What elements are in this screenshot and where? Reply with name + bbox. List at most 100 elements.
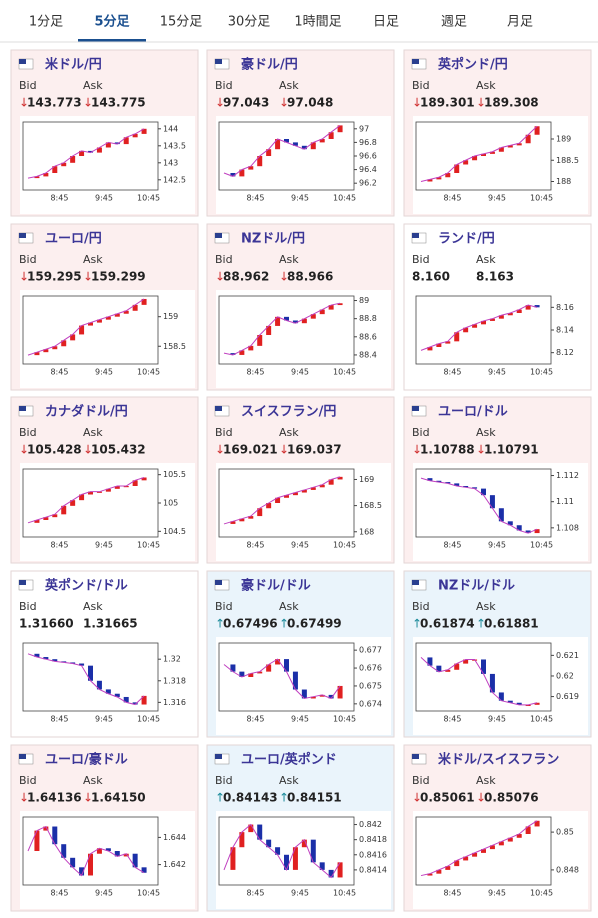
tab[interactable]: 週足 <box>441 15 467 30</box>
candle <box>319 694 325 697</box>
pair-title: 英ポンド/円 <box>437 57 508 73</box>
candle <box>292 492 298 496</box>
candle <box>70 857 76 868</box>
candle <box>328 869 334 878</box>
candle <box>266 503 272 509</box>
rate-card[interactable]: スイスフラン/円 Bid Ask ↓ ↓169.021 169.037 169 168.5 16… <box>206 396 395 564</box>
rate-card[interactable]: NZドル/ドル Bid Ask ↑ ↑0.61874 0.61881 0.621 0.62 0.… <box>403 570 592 738</box>
candle <box>481 659 486 674</box>
rate-card[interactable]: 米ドル/スイスフラン Bid Ask ↓ ↓0.85061 0.85076 0.85 0.84… <box>403 744 592 912</box>
tab[interactable]: 5分足 <box>94 14 130 30</box>
tab[interactable]: 月足 <box>507 15 533 30</box>
rate-card[interactable]: 英ポンド/ドル Bid Ask 1.31660 1.31665 1.32 1.318 1.31… <box>10 570 199 738</box>
candle <box>248 166 254 170</box>
x-tick-label: 9:45 <box>488 889 506 898</box>
y-tick-label: 1.316 <box>163 698 186 707</box>
y-tick-label: 96.4 <box>359 165 377 174</box>
ask-value: 0.85076 <box>484 791 539 805</box>
y-tick-label: 96.8 <box>359 138 377 147</box>
rate-card[interactable]: カナダドル/円 Bid Ask ↓ ↓105.428 105.432 105.5 105 104… <box>10 396 199 564</box>
flag-mark <box>215 233 222 238</box>
chart-frame <box>218 295 355 365</box>
bid-label: Bid <box>19 600 37 613</box>
candle <box>132 133 138 138</box>
rate-card[interactable]: ユーロ/英ポンド Bid Ask ↑ ↑0.84143 0.84151 0.842 0.841… <box>206 744 395 912</box>
candle <box>337 685 343 699</box>
candle <box>516 834 522 838</box>
candle <box>534 820 540 827</box>
candle <box>230 521 236 524</box>
tab[interactable]: 15分足 <box>160 15 203 30</box>
x-tick-label: 8:45 <box>246 889 264 898</box>
y-tick-label: 159 <box>163 312 178 321</box>
candle <box>96 491 102 493</box>
rate-card[interactable]: ランド/円 Bid Ask 8.160 8.163 8.16 8.14 8.12 8:45 9:4… <box>403 223 592 391</box>
rate-card[interactable]: 英ポンド/円 Bid Ask ↓ ↓189.301 189.308 189 188.5 188 8… <box>403 49 592 217</box>
candle <box>319 862 325 870</box>
candle <box>123 696 129 703</box>
candle <box>472 487 478 489</box>
candle <box>427 478 433 481</box>
rate-card[interactable]: 豪ドル/ドル Bid Ask ↑ ↑0.67496 0.67499 0.677 0.676 0.… <box>206 570 395 738</box>
bid-arrow: ↑ <box>215 791 225 805</box>
candle <box>292 671 298 690</box>
candle <box>230 173 236 177</box>
x-tick-label: 9:45 <box>291 194 309 203</box>
tab[interactable]: 日足 <box>373 15 399 30</box>
candle <box>34 830 40 851</box>
rate-card[interactable]: ユーロ/豪ドル Bid Ask ↓ ↓1.64136 1.64150 1.644 1.642 8… <box>10 744 199 912</box>
ask-label: Ask <box>279 426 299 439</box>
flag-mark <box>215 754 222 759</box>
rate-card[interactable]: ユーロ/ドル Bid Ask ↓ ↓1.10788 1.10791 1.112 1.11 1.1… <box>403 396 592 564</box>
x-tick-label: 9:45 <box>488 194 506 203</box>
bid-arrow: ↓ <box>19 791 29 805</box>
y-tick-label: 169 <box>359 475 374 484</box>
candle <box>534 529 540 534</box>
rate-card[interactable]: 米ドル/円 Bid Ask ↓ ↓143.773 143.775 144 143.5 143 14… <box>10 49 199 217</box>
close-line <box>420 304 538 351</box>
pair-title: NZドル/ドル <box>438 579 515 594</box>
candle <box>96 680 102 690</box>
candle <box>52 659 58 662</box>
candle <box>525 134 531 144</box>
ask-arrow: ↓ <box>83 791 93 805</box>
ask-label: Ask <box>476 79 496 92</box>
close-line <box>223 476 341 525</box>
bid-value: 169.021 <box>223 443 278 457</box>
pair-title: ユーロ/円 <box>45 232 102 247</box>
pair-title: ランド/円 <box>438 232 495 247</box>
candle <box>328 305 334 310</box>
x-tick-label: 8:45 <box>443 889 461 898</box>
candle <box>248 516 254 519</box>
candle <box>516 309 522 313</box>
candle <box>257 671 263 674</box>
candle <box>275 659 281 665</box>
chart-frame <box>22 295 159 365</box>
x-tick-label: 10:45 <box>137 194 160 203</box>
candle <box>507 313 513 316</box>
candle <box>301 145 307 150</box>
x-tick-label: 8:45 <box>443 541 461 550</box>
y-tick-label: 88.8 <box>359 314 377 323</box>
candle <box>454 483 460 486</box>
candle <box>525 530 531 534</box>
candle <box>481 849 486 853</box>
x-tick-label: 9:45 <box>95 368 113 377</box>
candle <box>463 327 469 333</box>
rate-card[interactable]: ユーロ/円 Bid Ask ↓ ↓159.295 159.299 159 158.5 8:45 9… <box>10 223 199 391</box>
candle <box>79 150 85 156</box>
candle <box>436 177 442 180</box>
candle <box>70 500 76 506</box>
flag-mark <box>19 59 26 64</box>
candle <box>105 848 111 851</box>
tab[interactable]: 30分足 <box>228 15 271 30</box>
candle <box>507 145 513 148</box>
chart-frame <box>218 816 355 886</box>
x-tick-label: 9:45 <box>291 889 309 898</box>
candle <box>337 125 343 133</box>
tab[interactable]: 1時間足 <box>294 15 341 30</box>
tab[interactable]: 1分足 <box>29 15 63 30</box>
bid-arrow: ↓ <box>215 96 225 110</box>
